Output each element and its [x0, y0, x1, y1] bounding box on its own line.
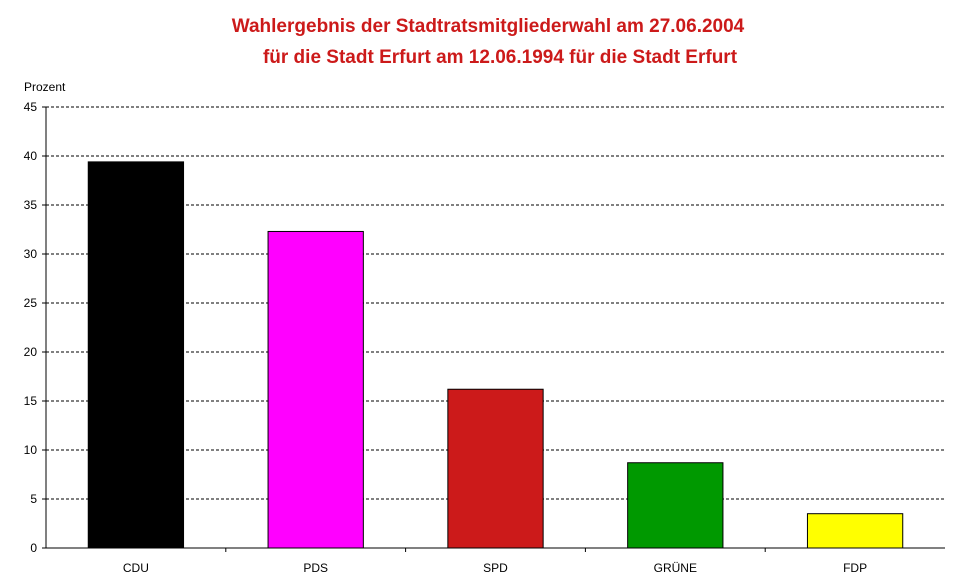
y-tick-label: 0 — [30, 541, 37, 555]
chart-title-line-2: für die Stadt Erfurt am 12.06.1994 für d… — [263, 47, 738, 68]
y-tick-labels: 0 5 10 15 20 25 30 35 40 45 — [24, 100, 38, 555]
bar-fdp — [806, 513, 904, 549]
x-tick-label: PDS — [303, 561, 328, 575]
y-axis-label: Prozent — [24, 80, 66, 94]
x-tick-label: FDP — [843, 561, 867, 575]
bar-cdu — [87, 161, 185, 549]
y-tick-label: 35 — [24, 198, 38, 212]
axes — [45, 107, 945, 549]
y-tick-label: 20 — [24, 345, 38, 359]
x-tick-label: CDU — [123, 561, 149, 575]
y-tick-label: 10 — [24, 443, 38, 457]
x-tick-label: SPD — [483, 561, 508, 575]
chart-title-line-1: Wahlergebnis der Stadtratsmitgliederwahl… — [232, 16, 745, 37]
y-tick-label: 15 — [24, 394, 38, 408]
y-tick-label: 25 — [24, 296, 38, 310]
x-tick-label: GRÜNE — [654, 561, 697, 575]
y-tick-label: 45 — [24, 100, 38, 114]
y-tick-label: 40 — [24, 149, 38, 163]
chart-title: Wahlergebnis der Stadtratsmitgliederwahl… — [232, 16, 745, 68]
gridlines — [42, 106, 945, 549]
y-tick-label: 5 — [30, 492, 37, 506]
bar-grüne — [627, 462, 724, 549]
bar-spd — [447, 388, 544, 549]
x-tick-labels: CDU PDS SPD GRÜNE FDP — [123, 548, 867, 575]
bars — [87, 161, 904, 549]
y-tick-label: 30 — [24, 247, 38, 261]
bar-pds — [267, 230, 364, 549]
